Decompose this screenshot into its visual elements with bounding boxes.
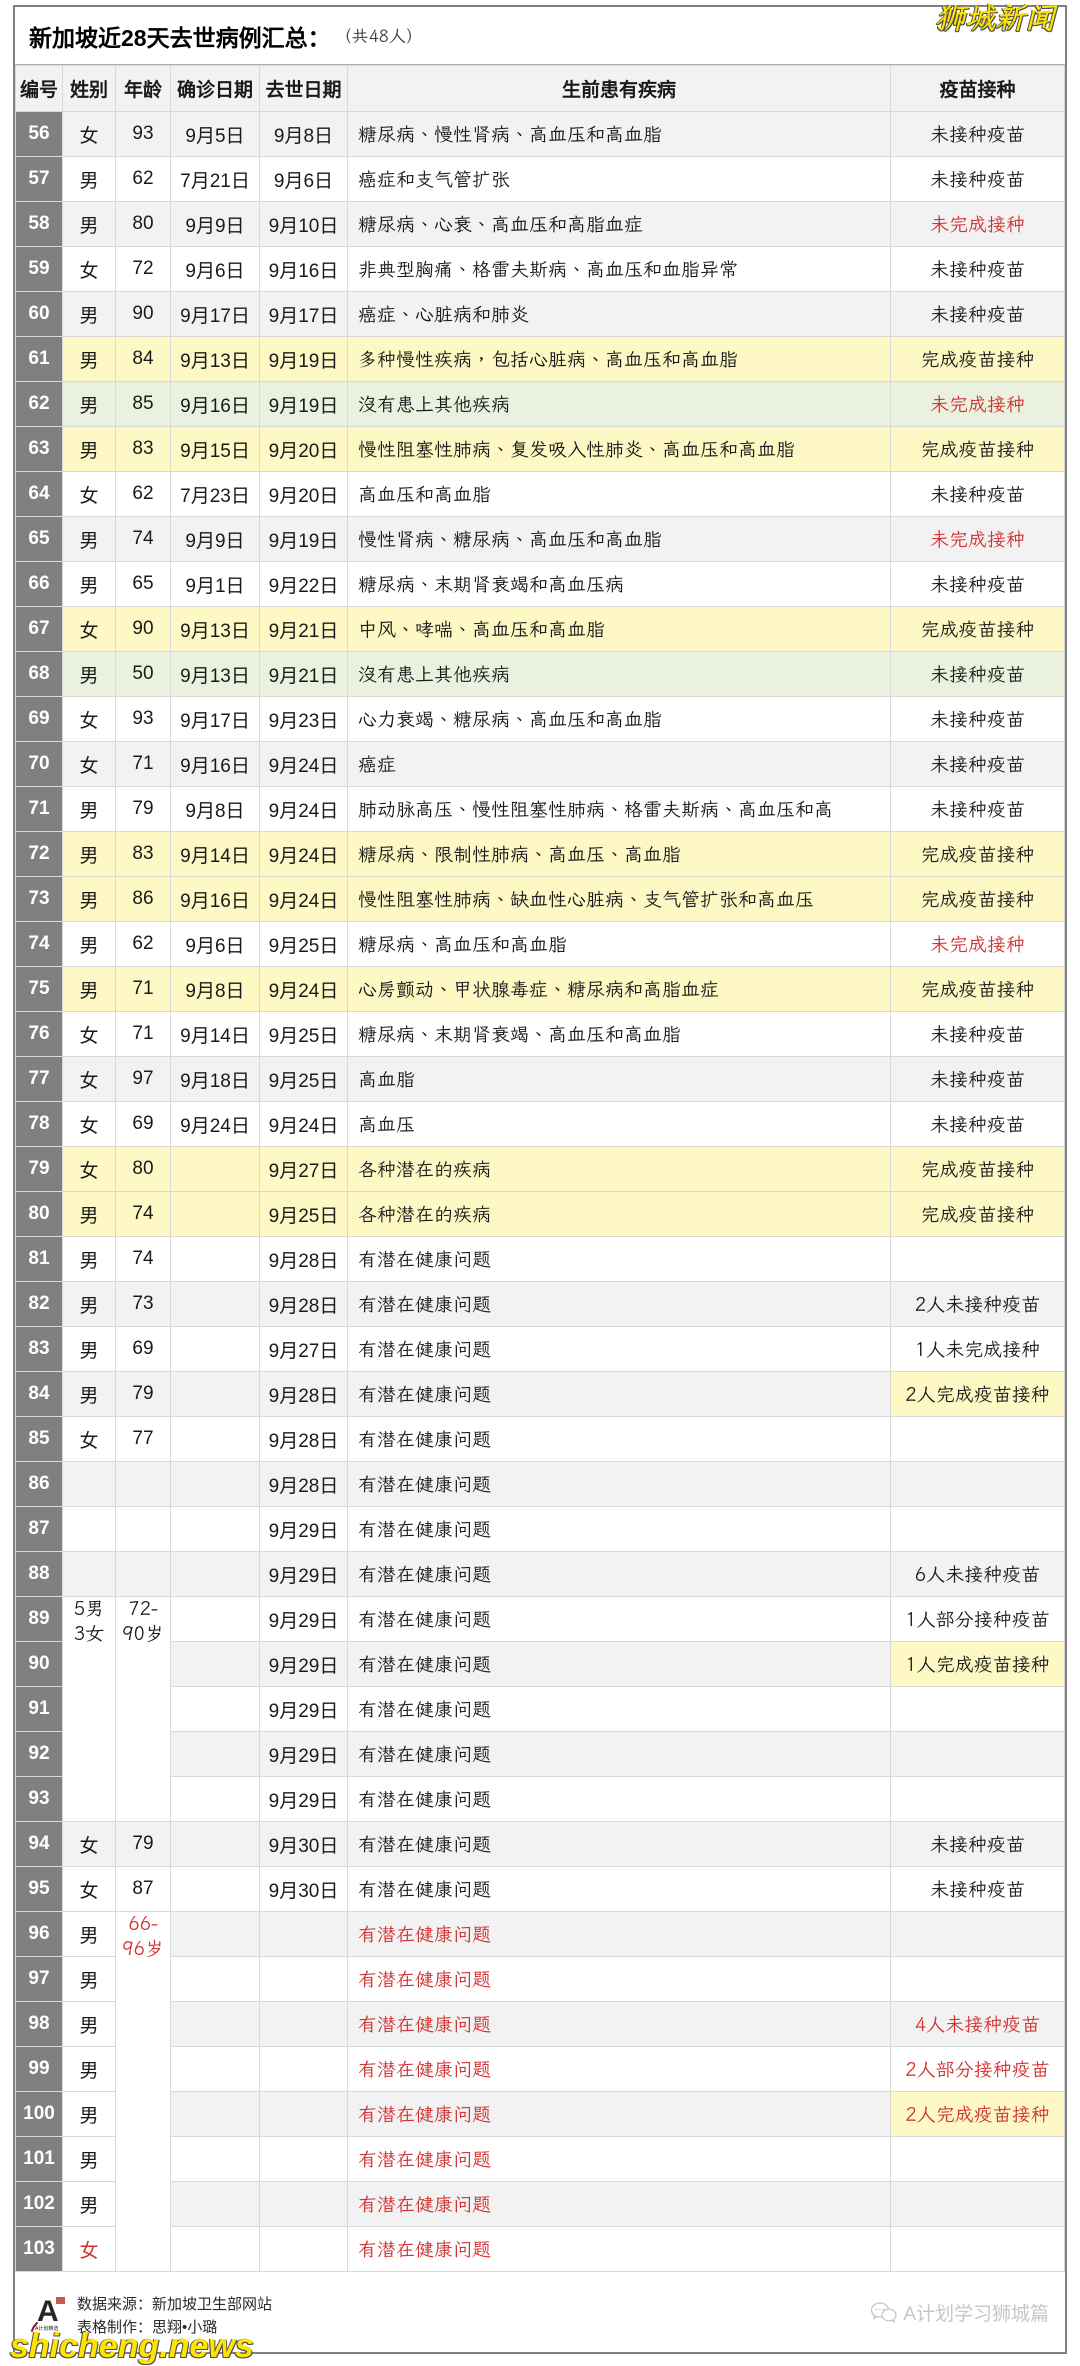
- svg-text:A: A: [37, 2295, 59, 2328]
